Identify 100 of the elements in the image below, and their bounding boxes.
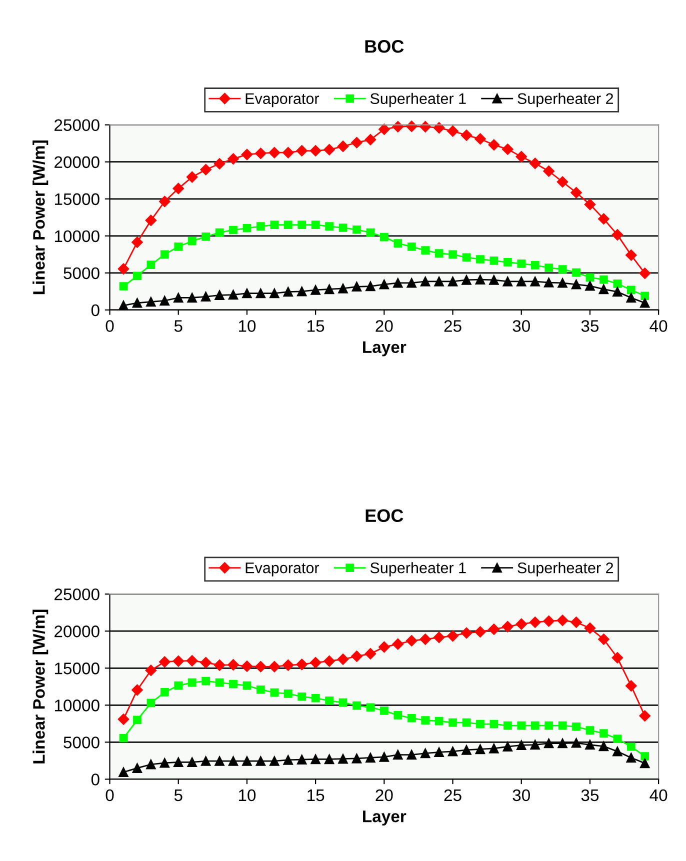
point [242,681,252,690]
point [380,706,388,715]
legend-label: Evaporator [246,562,320,576]
point [475,274,486,284]
point [256,222,265,230]
point [270,688,279,697]
point [310,656,322,668]
point [296,286,307,296]
x-tick-label: 25 [444,789,462,802]
point [626,250,637,261]
point [421,246,430,255]
point [640,298,650,308]
point [228,153,239,165]
point [119,734,128,742]
point [241,148,253,160]
point [544,738,554,748]
point [284,220,292,229]
point [585,740,595,750]
point [462,275,472,285]
point [215,228,224,237]
x-tick-label: 25 [444,320,462,332]
point [392,638,404,650]
point [598,284,609,294]
point [448,250,457,259]
point [338,284,348,294]
point [172,655,184,667]
x-tick-label: 40 [650,789,668,802]
point [351,137,362,148]
point [256,756,266,766]
point [612,229,624,240]
point [298,220,306,229]
point [159,656,170,668]
point [338,224,348,232]
point [132,684,143,696]
point [146,296,156,307]
x-tick-label: 20 [376,320,393,332]
point [420,121,431,132]
point [256,288,266,298]
legend-label: Superheater 2 [518,562,614,576]
point [572,268,580,277]
point [352,282,362,292]
point [489,275,499,285]
point [284,690,292,698]
point [612,746,622,756]
point [462,745,472,755]
point [475,744,486,754]
point [488,139,500,150]
point [447,126,458,137]
point [570,616,582,628]
point [282,147,294,158]
y-tick-label: 0 [91,304,100,316]
point [324,754,334,764]
x-tick-label: 15 [308,790,324,802]
point [311,220,320,229]
point [448,718,457,727]
point [202,232,210,241]
y-tick-label: 15000 [54,193,100,206]
point [600,275,608,284]
point [270,756,280,766]
point [543,166,554,177]
point [145,214,157,226]
legend-label: Superheater 1 [370,562,466,576]
point [530,721,540,730]
x-tick-label: 30 [512,320,530,332]
point [612,652,624,664]
point [133,716,142,724]
point [242,756,252,766]
point [434,747,444,758]
x-tick-label: 0 [106,320,114,332]
point [338,754,348,764]
point [474,133,486,145]
point [462,253,471,262]
point [407,714,416,722]
point [378,124,390,135]
point [187,292,197,303]
point [393,750,403,760]
point [407,242,416,251]
x-axis-title: Layer [363,341,406,356]
point [172,182,184,194]
point [215,678,224,687]
point [639,268,650,279]
point [310,754,320,764]
x-tick-label: 0 [106,789,114,802]
y-tick-label: 10000 [54,700,100,712]
point [502,742,512,752]
point [352,754,362,764]
point [626,742,636,751]
point [490,256,498,265]
point [255,148,266,159]
point [502,621,514,632]
x-tick-label: 10 [238,320,256,332]
point [187,757,197,768]
point [202,676,210,686]
point [380,232,388,242]
point [325,696,334,705]
point [241,660,253,672]
point [132,298,142,308]
x-axis-title: Layer [363,810,406,826]
point [585,281,595,291]
point [160,250,169,259]
